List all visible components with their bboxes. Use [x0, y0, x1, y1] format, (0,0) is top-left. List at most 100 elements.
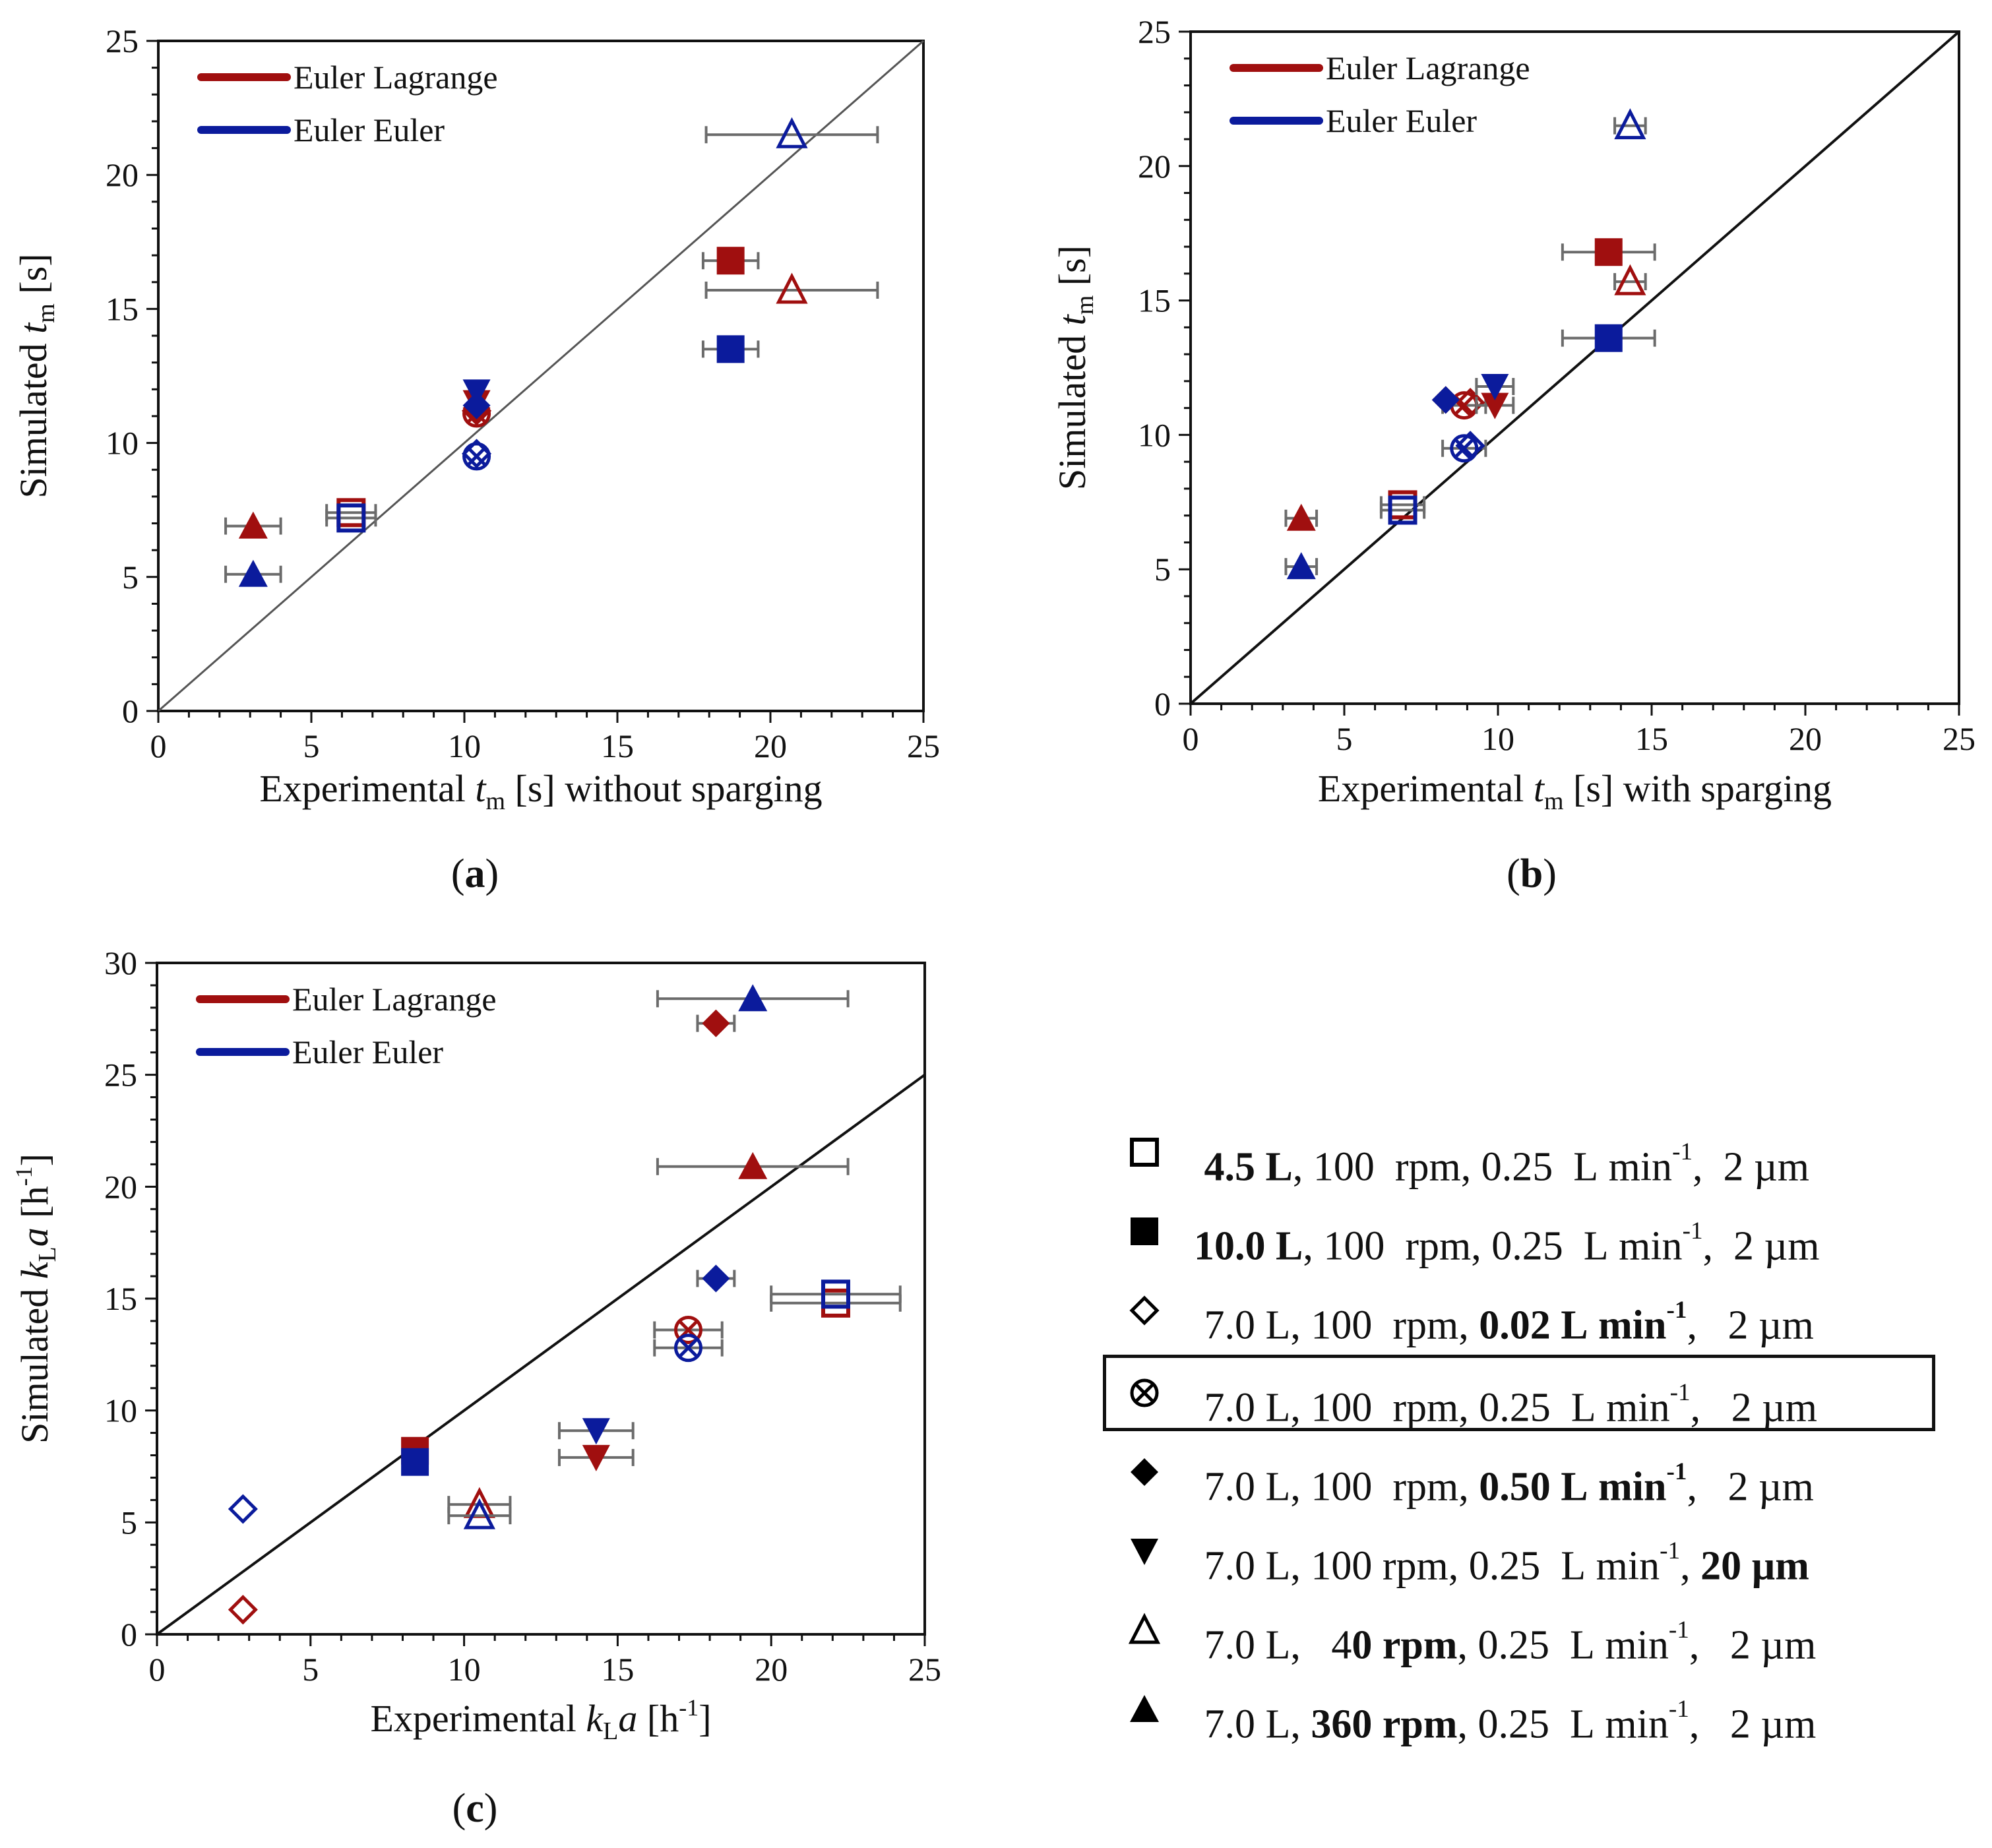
- circle-x-marker: [462, 442, 491, 471]
- y-tick-label: 25: [106, 22, 139, 59]
- y-axis-title: Simulated tm [s]: [12, 253, 60, 498]
- open-triangle-up-marker: [776, 272, 808, 304]
- filled-square-marker: [401, 1448, 429, 1476]
- series-euler-lagrange: [228, 1009, 902, 1625]
- filled-triangle-down-marker: [1481, 374, 1509, 401]
- legend-label: Euler Euler: [1326, 102, 1477, 139]
- y-tick-label: 5: [121, 1504, 137, 1541]
- x-tick-label: 15: [1635, 720, 1668, 757]
- x-tick-label: 0: [149, 1651, 166, 1688]
- y-axis-title: Simulated kLa [h-1]: [11, 1154, 61, 1444]
- filled-triangle-down-marker: [462, 379, 491, 406]
- y-tick-label: 15: [104, 1280, 137, 1317]
- y-tick-label: 20: [106, 156, 139, 193]
- x-tick-label: 25: [907, 727, 940, 764]
- legend-label: Euler Euler: [292, 1033, 443, 1070]
- filled-square-marker: [1594, 238, 1623, 266]
- y-tick-label: 10: [1138, 416, 1171, 453]
- x-axis-title: Experimental tm [s] without sparging: [259, 767, 822, 815]
- x-tick-label: 5: [303, 727, 320, 764]
- x-tick-label: 10: [1481, 720, 1514, 757]
- open-triangle-up-marker: [776, 117, 808, 148]
- filled-triangle-down-marker: [1481, 392, 1509, 419]
- filled-triangle-up-marker: [738, 1152, 768, 1179]
- x-tick-label: 10: [448, 727, 481, 764]
- y-tick-label: 5: [1154, 551, 1171, 588]
- error-bar: [704, 126, 879, 144]
- legend-label: Euler Lagrange: [292, 981, 497, 1018]
- y-tick-label: 25: [104, 1057, 137, 1093]
- y-axis-title: Simulated tm [s]: [1051, 245, 1099, 490]
- series-euler-lagrange: [1284, 238, 1656, 531]
- open-square-marker: [821, 1279, 850, 1309]
- error-bar: [447, 1507, 512, 1525]
- series-euler-euler: [1284, 108, 1656, 580]
- filled-triangle-down-marker: [582, 1418, 610, 1445]
- y-tick-label: 25: [1138, 13, 1171, 50]
- y-tick-label: 10: [106, 425, 139, 462]
- circle-x-marker: [673, 1334, 702, 1363]
- legend-label: Euler Euler: [294, 111, 445, 148]
- x-tick-label: 20: [755, 1651, 788, 1688]
- chart-panel-a: 0 5 10 15 20 25 0 5 10 15 20 25 Experimental tm [s] …: [12, 22, 940, 896]
- open-diamond-marker: [1455, 387, 1485, 418]
- chart-panel-c: 0 5 10 15 20 25 0 5 10 15 20 25 30 Experimental kLa […: [11, 944, 941, 1831]
- x-tick-label: 15: [601, 727, 634, 764]
- x-tick-label: 5: [302, 1651, 319, 1688]
- chart-panel-b: 0 5 10 15 20 25 0 5 10 15 20 25 Experimental tm [s] …: [1051, 13, 1976, 896]
- series-euler-euler: [228, 984, 902, 1529]
- filled-triangle-up-marker: [1286, 552, 1316, 580]
- filled-triangle-down-marker: [582, 1444, 610, 1471]
- plot-frame: [157, 40, 925, 712]
- error-bar: [1613, 273, 1647, 291]
- open-square-marker: [1388, 495, 1417, 525]
- open-triangle-up-marker: [1614, 108, 1646, 140]
- filled-square-marker: [716, 247, 745, 275]
- open-triangle-up-marker: [463, 1498, 495, 1529]
- filled-triangle-up-marker: [738, 984, 768, 1012]
- open-diamond-marker: [228, 1494, 258, 1524]
- y-tick-label: 20: [104, 1168, 137, 1205]
- plot-frame: [1189, 30, 1960, 705]
- filled-square-marker: [716, 335, 745, 363]
- open-diamond-marker: [1455, 431, 1485, 461]
- x-axis-title: Experimental kLa [h-1]: [370, 1694, 711, 1745]
- filled-triangle-up-marker: [238, 559, 268, 587]
- series-euler-lagrange: [224, 247, 879, 539]
- error-bar: [770, 1294, 902, 1312]
- plot-frame: [156, 962, 926, 1636]
- x-tick-label: 10: [448, 1651, 481, 1688]
- legend-label: Euler Lagrange: [294, 59, 498, 96]
- x-tick-label: 15: [601, 1651, 634, 1688]
- panel-label: (b): [1507, 851, 1557, 896]
- identity-line: [1189, 30, 1960, 705]
- y-tick-label: 0: [122, 693, 139, 729]
- open-diamond-marker: [228, 1595, 258, 1625]
- panel-label: (c): [452, 1786, 498, 1831]
- error-bar: [1613, 117, 1647, 135]
- y-tick-label: 15: [106, 290, 139, 327]
- filled-triangle-up-marker: [1286, 503, 1316, 531]
- x-tick-label: 20: [754, 727, 787, 764]
- y-tick-label: 15: [1138, 282, 1171, 319]
- x-tick-label: 0: [1183, 720, 1199, 757]
- filled-square-marker: [1594, 324, 1623, 352]
- error-bar: [704, 281, 879, 299]
- y-tick-label: 5: [122, 559, 139, 596]
- x-axis-title: Experimental tm [s] with sparging: [1318, 767, 1832, 815]
- filled-diamond-marker: [702, 1009, 730, 1037]
- identity-line: [156, 1074, 926, 1636]
- x-tick-label: 5: [1336, 720, 1353, 757]
- x-tick-label: 25: [1943, 720, 1976, 757]
- y-tick-label: 20: [1138, 148, 1171, 185]
- x-tick-label: 0: [150, 727, 167, 764]
- legend-label: Euler Lagrange: [1326, 49, 1530, 86]
- y-tick-label: 0: [121, 1616, 137, 1653]
- filled-diamond-marker: [1431, 386, 1460, 414]
- y-tick-label: 30: [104, 944, 137, 981]
- x-tick-label: 20: [1789, 720, 1822, 757]
- identity-line: [158, 40, 924, 712]
- y-tick-label: 10: [104, 1392, 137, 1429]
- x-tick-label: 25: [908, 1651, 941, 1688]
